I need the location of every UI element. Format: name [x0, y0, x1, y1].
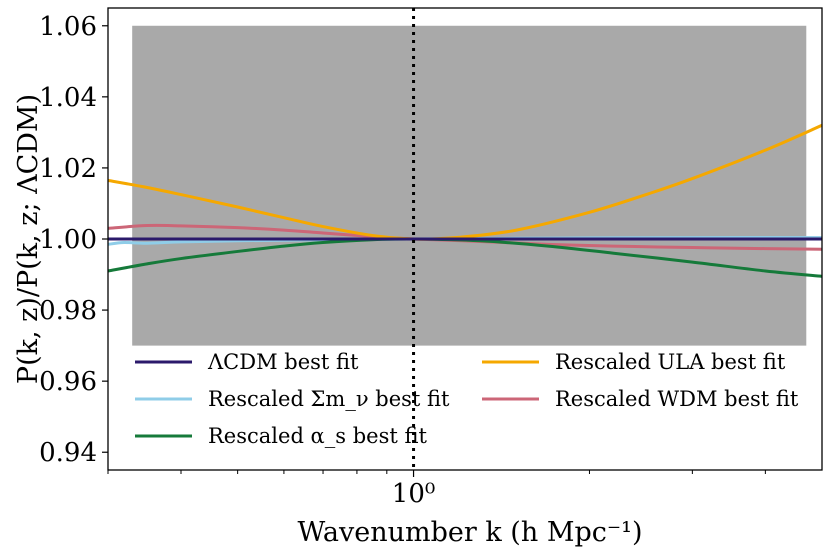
series-lines-layer — [107, 123, 823, 278]
x-tick-label: 10⁰ — [392, 479, 436, 509]
y-tick-label: 1.06 — [39, 12, 97, 42]
y-tick-label: 0.98 — [39, 296, 97, 326]
legend-label-2: Rescaled α_s best fit — [208, 424, 427, 448]
y-tick-label: 1.04 — [39, 83, 97, 113]
legend-label-3: Rescaled ULA best fit — [555, 350, 786, 374]
y-tick-label: 0.94 — [39, 438, 97, 468]
legend-label-0: ΛCDM best fit — [207, 350, 359, 374]
legend: ΛCDM best fit Rescaled Σm_ν best fit Resca… — [135, 350, 799, 448]
legend-label-4: Rescaled WDM best fit — [555, 387, 799, 411]
y-tick-label: 1.00 — [39, 225, 97, 255]
x-axis-label: Wavenumber k (h Mpc⁻¹) — [298, 517, 643, 548]
shaded-region-layer — [132, 25, 807, 346]
ticks-layer: 0.94 0.96 0.98 1.00 1.02 1.04 1.06 10⁰ — [39, 12, 766, 509]
y-axis-label: P(k, z)/P(k, z; ΛCDM) — [13, 94, 44, 384]
y-tick-label: 0.96 — [39, 367, 97, 397]
shaded-region — [132, 25, 807, 346]
legend-label-1: Rescaled Σm_ν best fit — [208, 387, 450, 411]
y-tick-label: 1.02 — [39, 154, 97, 184]
axis-labels: Wavenumber k (h Mpc⁻¹) P(k, z)/P(k, z; ΛC… — [13, 94, 642, 548]
